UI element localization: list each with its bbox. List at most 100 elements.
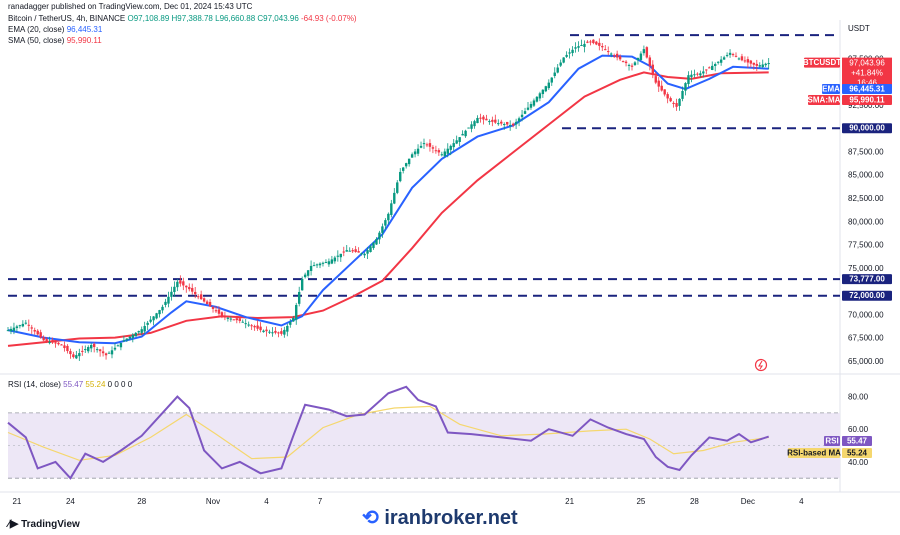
sma-legend[interactable]: SMA (50, close) 95,990.11 bbox=[8, 36, 102, 45]
candle-body bbox=[140, 329, 143, 333]
ema-legend[interactable]: EMA (20, close) 96,445.31 bbox=[8, 25, 103, 34]
candle-body bbox=[137, 331, 140, 333]
candle-body bbox=[494, 119, 497, 123]
candle-body bbox=[684, 83, 687, 91]
level-tag-73777-bg bbox=[842, 274, 892, 285]
candle-body bbox=[191, 288, 194, 292]
candle-body bbox=[90, 345, 93, 349]
candle-body bbox=[128, 336, 132, 339]
candle-body bbox=[488, 121, 491, 123]
candle-body bbox=[669, 98, 672, 102]
candle-body bbox=[295, 305, 298, 320]
candle-body bbox=[464, 130, 467, 137]
symbol-tag-bg bbox=[804, 57, 840, 68]
candle-body bbox=[553, 72, 556, 77]
candle-body bbox=[348, 250, 351, 252]
candle-body bbox=[339, 253, 342, 258]
candle-body bbox=[508, 124, 512, 126]
price-tick-label: 85,000.00 bbox=[848, 171, 884, 180]
candle-body bbox=[740, 56, 744, 61]
rsi-tick-label: 80.00 bbox=[848, 393, 869, 402]
candle-body bbox=[431, 147, 435, 149]
candle-body bbox=[342, 251, 345, 253]
candle-body bbox=[146, 322, 149, 325]
candle-body bbox=[711, 65, 714, 70]
candle-body bbox=[722, 57, 726, 60]
candle-body bbox=[321, 262, 325, 264]
candle-body bbox=[271, 332, 274, 334]
candle-body bbox=[188, 287, 191, 290]
candle-body bbox=[479, 117, 482, 119]
price-tick-label: 87,500.00 bbox=[848, 147, 884, 156]
candle-body bbox=[734, 55, 738, 57]
candle-body bbox=[351, 250, 354, 252]
candle-body bbox=[116, 345, 120, 347]
candle-body bbox=[12, 327, 16, 331]
candle-body bbox=[241, 321, 244, 323]
candle-body bbox=[699, 73, 702, 76]
candle-body bbox=[143, 326, 146, 332]
candle-body bbox=[428, 143, 432, 147]
candle-body bbox=[87, 347, 90, 352]
candle-body bbox=[15, 326, 19, 329]
candle-body bbox=[589, 41, 592, 43]
rsi-ma-value-tag: 55.24 bbox=[847, 449, 868, 458]
candle-body bbox=[366, 250, 369, 254]
candle-body bbox=[57, 342, 60, 345]
candle-body bbox=[214, 310, 218, 312]
sma-value-tag: 95,990.11 bbox=[849, 96, 885, 105]
ema-name-tag-bg bbox=[822, 84, 840, 94]
price-tags: 90,000.00 73,777.00 72,000.00 BTCUSDT 97,043… bbox=[787, 57, 892, 458]
candle-body bbox=[336, 255, 340, 257]
candle-body bbox=[179, 280, 182, 284]
candle-body bbox=[199, 294, 203, 300]
candle-body bbox=[318, 263, 322, 266]
candle-body bbox=[562, 57, 565, 63]
candle-body bbox=[458, 137, 461, 143]
rsi-legend[interactable]: RSI (14, close) 55.47 55.24 0 0 0 0 bbox=[8, 380, 133, 389]
sma-name-tag-bg bbox=[808, 95, 840, 105]
price-tick-label: 80,000.00 bbox=[848, 217, 884, 226]
candle-body bbox=[702, 71, 705, 74]
candle-body bbox=[42, 337, 45, 341]
time-tick-label: 25 bbox=[636, 497, 645, 506]
level-tag-73777: 73,777.00 bbox=[849, 275, 885, 284]
candle-body bbox=[232, 319, 236, 321]
candle-body bbox=[229, 318, 233, 320]
candle-body bbox=[306, 270, 310, 276]
candle-body bbox=[595, 41, 598, 45]
rsi-pane bbox=[7, 385, 840, 480]
time-tick-label: 21 bbox=[12, 497, 21, 506]
candle-body bbox=[675, 103, 678, 107]
level-tag-72000: 72,000.00 bbox=[849, 291, 885, 300]
candle-body bbox=[60, 344, 63, 346]
candle-body bbox=[194, 291, 197, 295]
candle-body bbox=[470, 124, 473, 129]
candle-body bbox=[202, 298, 206, 302]
candle-body bbox=[24, 322, 28, 324]
price-tag-text: +41.84% bbox=[851, 69, 883, 78]
candle-body bbox=[443, 151, 446, 157]
candle-body bbox=[375, 238, 378, 245]
candle-body bbox=[761, 64, 764, 68]
candle-body bbox=[716, 61, 720, 63]
candle-body bbox=[559, 62, 562, 66]
tradingview-logo[interactable]: ⁄▶ TradingView bbox=[8, 518, 80, 530]
candle-body bbox=[217, 309, 221, 314]
lightning-icon[interactable] bbox=[754, 358, 768, 372]
symbol-name: Bitcoin / TetherUS, 4h, BINANCE bbox=[8, 14, 126, 23]
watermark-text: ⟲ iranbroker.net bbox=[362, 507, 518, 529]
candle-body bbox=[110, 350, 114, 355]
candle-body bbox=[565, 54, 568, 57]
candle-body bbox=[30, 327, 33, 329]
candle-body bbox=[520, 114, 524, 118]
candle-body bbox=[292, 318, 295, 322]
candle-body bbox=[63, 345, 66, 349]
candle-body bbox=[48, 341, 51, 344]
candle-body bbox=[226, 317, 230, 319]
candle-body bbox=[402, 167, 405, 171]
candle-body bbox=[422, 143, 426, 145]
candle-body bbox=[259, 326, 262, 331]
candle-body bbox=[621, 61, 625, 63]
candle-body bbox=[149, 319, 152, 322]
